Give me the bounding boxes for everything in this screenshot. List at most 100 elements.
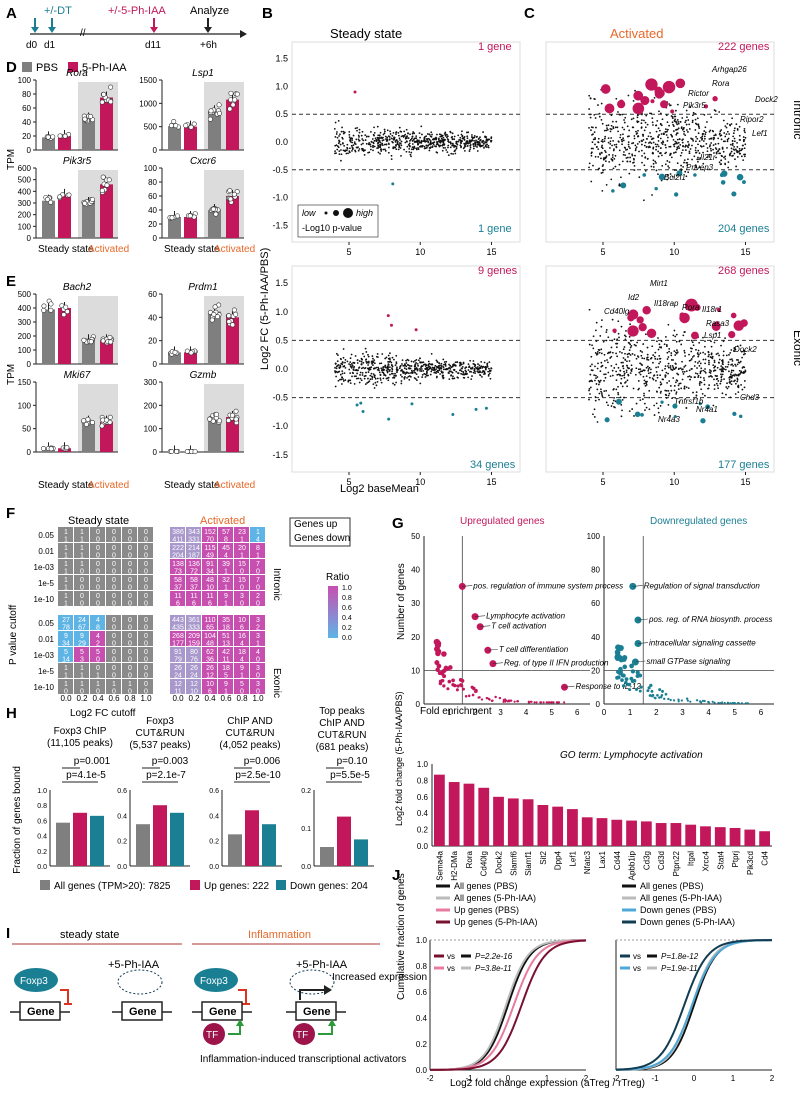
gene-point (612, 319, 614, 321)
gene-point (692, 120, 694, 122)
gene-point (623, 140, 625, 142)
gene-point (744, 380, 746, 382)
gene-point (716, 378, 718, 380)
gene-point (678, 368, 680, 370)
gene-point (666, 134, 668, 136)
gene-point (365, 351, 367, 353)
gene-point (457, 134, 459, 136)
gene-point (358, 150, 360, 152)
gene-point (651, 345, 653, 347)
gene-point (351, 375, 353, 377)
gene-point (433, 141, 435, 143)
gene-point (334, 150, 336, 152)
cell-up: 115 (204, 545, 215, 552)
cell-down: 14 (62, 657, 70, 664)
gene-point (595, 400, 597, 402)
gene-point (704, 133, 706, 135)
gene-point (725, 386, 727, 388)
gene-point (716, 383, 718, 385)
gene-point (735, 166, 737, 168)
gene-point (428, 363, 430, 365)
gene-point (671, 156, 673, 158)
gene-point (656, 391, 658, 393)
y-tick-label: 1.0 (275, 307, 288, 317)
gene-point (675, 352, 677, 354)
go-bar-label: Dock2 (495, 850, 504, 873)
gene-point (658, 412, 660, 414)
gene-point (712, 149, 714, 151)
gene-point (483, 147, 485, 149)
gene-point (403, 149, 405, 151)
panel-letter-B: B (262, 5, 273, 22)
gene-point (622, 386, 624, 388)
gene-point (668, 351, 670, 353)
gene-point (606, 359, 608, 361)
term-point (615, 656, 620, 661)
replicate-point (210, 318, 214, 322)
gene-point (464, 370, 466, 372)
gene-point (674, 390, 676, 392)
gene-point (612, 121, 614, 123)
gene-point (621, 114, 623, 116)
y-tick-label: 0.2 (37, 849, 47, 856)
cell-up: 18 (238, 649, 246, 656)
y-tick-label: 0 (153, 146, 158, 155)
cell-down: 70 (206, 537, 214, 544)
gene-point (620, 396, 622, 398)
gene-point (485, 369, 487, 371)
gene-point (698, 132, 700, 134)
gene-point (708, 362, 710, 364)
gene-point (648, 359, 650, 361)
gene-point (431, 367, 433, 369)
y-tick-label: 0.6 (37, 818, 47, 825)
gene-point (406, 146, 408, 148)
gene-point (392, 383, 394, 385)
gene-point (411, 370, 413, 372)
gene-point (600, 366, 602, 368)
gene-point (458, 372, 460, 374)
gene-point (488, 368, 490, 370)
go-bar (626, 821, 637, 846)
gene-point (456, 361, 458, 363)
gene-point (652, 153, 654, 155)
gene-point (466, 135, 468, 137)
x-tick-label: 15 (486, 247, 496, 257)
gene-point (602, 169, 604, 171)
h-legend: All genes (TPM>20): 7825 Up genes: 222 D… (40, 880, 368, 892)
gene-point (415, 364, 417, 366)
gene-point (640, 374, 642, 376)
gene-point (466, 140, 468, 142)
gene-point (370, 131, 372, 133)
gene-point (712, 357, 714, 359)
gene-point (611, 340, 613, 342)
y-tick-label: 0 (596, 700, 601, 709)
y-tick-label: 80 (22, 90, 31, 99)
gene-point (634, 354, 636, 356)
cell-up: 5 (96, 649, 100, 656)
cell-up: 222 (172, 545, 184, 552)
gene-point (602, 165, 604, 167)
gene-point (340, 363, 342, 365)
cell-down: 0 (112, 537, 116, 544)
gene-label: Rictor (688, 89, 709, 98)
gene-point (442, 378, 444, 380)
gene-point (358, 148, 360, 150)
gene-point (639, 368, 641, 370)
go-bar-label: Sema4a (435, 850, 444, 880)
cell-down: 0 (240, 585, 244, 592)
gene-point (623, 357, 625, 359)
gene-point (708, 363, 710, 365)
dt-label: +/-DT (44, 5, 72, 17)
gene-point (382, 144, 384, 146)
gene-point (649, 132, 651, 134)
gene-point (594, 416, 596, 418)
down-gene-point (674, 192, 678, 196)
cell-up: 8 (256, 545, 260, 552)
cell-down: 0 (256, 657, 260, 664)
gene-point (336, 367, 338, 369)
row-label: 1e-10 (34, 683, 55, 692)
term-point (442, 684, 445, 687)
y-tick-label: 1.0 (275, 81, 288, 91)
term-point (717, 702, 719, 704)
y-tick-label: 200 (18, 211, 32, 220)
